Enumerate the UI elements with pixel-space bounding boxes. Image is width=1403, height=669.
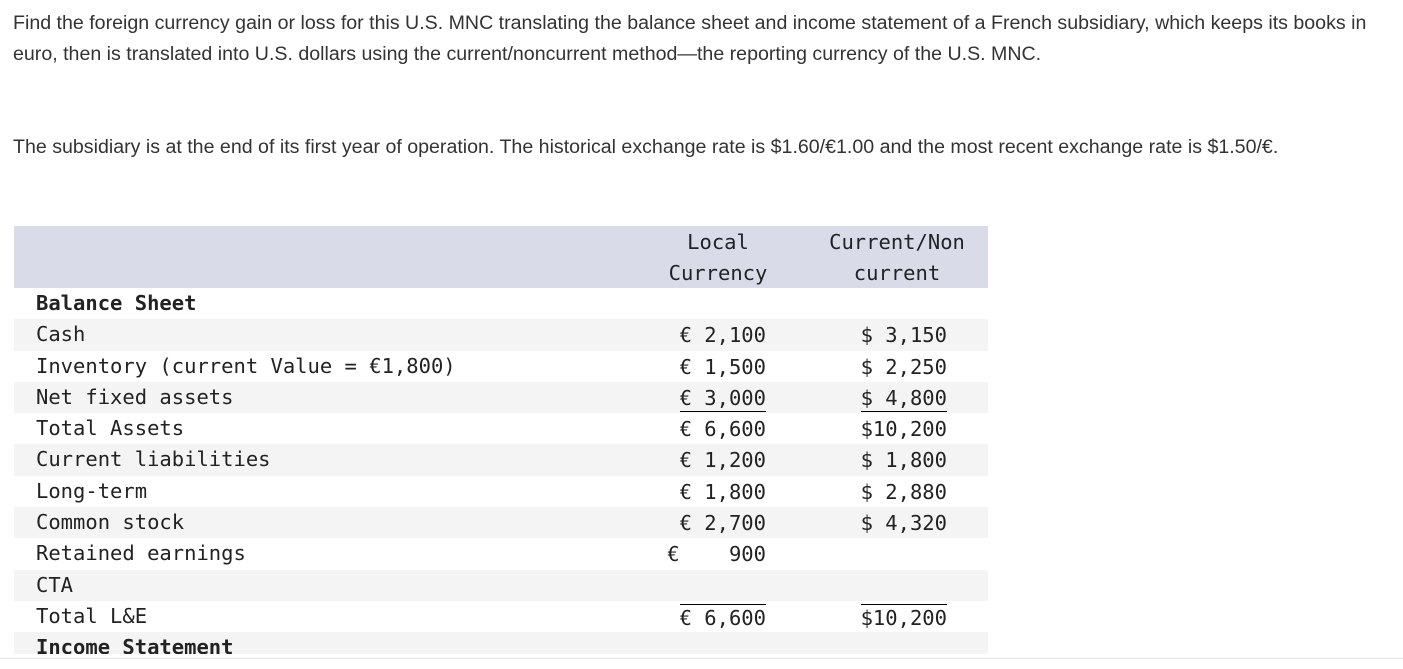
row-label: CTA — [36, 572, 74, 597]
current-amount: $ 2,250 — [860, 354, 947, 379]
row-label: Long-term — [36, 478, 148, 503]
header-cell: Current/Non current — [829, 230, 965, 285]
table-row: Inventory (current Value = €1,800) € 1,50… — [14, 351, 988, 382]
local-amount: € 3,000 — [679, 385, 766, 412]
table-row: Retained earnings € 900 — [14, 538, 988, 569]
row-label: Total L&E — [36, 603, 148, 628]
local-amount: € 1,500 — [679, 354, 766, 379]
local-amount: € 2,700 — [679, 511, 766, 536]
current-amount: $ 2,880 — [860, 479, 947, 504]
table-row: Current liabilities € 1,200 $ 1,800 — [14, 444, 988, 476]
table-row: CTA — [14, 569, 988, 601]
current-amount: $ 1,800 — [860, 448, 947, 473]
table-row: Income Statement — [14, 632, 988, 654]
row-label: Income Statement — [36, 635, 234, 654]
current-amount: $10,200 — [860, 603, 947, 630]
table-row: Total L&E € 6,600 $10,200 — [14, 601, 988, 632]
header-cell: Local Currency — [668, 230, 768, 285]
row-label: Total Assets — [36, 416, 185, 441]
question-text: Find the foreign currency gain or loss f… — [13, 12, 1367, 65]
question-text: The subsidiary is at the end of its firs… — [13, 136, 1279, 158]
table-header: Local Currency Current/Non current — [14, 226, 988, 288]
table-row: Net fixed assets € 3,000 $ 4,800 — [14, 381, 988, 414]
current-amount: $ 3,150 — [860, 323, 947, 348]
row-label: Retained earnings — [36, 541, 246, 566]
table-row: Cash € 2,100 $ 3,150 — [14, 319, 988, 351]
row-label: Cash — [36, 322, 86, 347]
row-label: Common stock — [36, 510, 185, 535]
local-amount: € 2,100 — [679, 323, 766, 348]
row-label: Inventory (current Value = €1,800) — [36, 353, 456, 378]
local-amount: € 6,600 — [679, 417, 766, 442]
local-amount: € 1,200 — [679, 448, 766, 473]
local-amount: € 1,800 — [679, 479, 766, 504]
row-label: Current liabilities — [36, 447, 271, 472]
local-amount: € 6,600 — [679, 603, 766, 630]
divider — [0, 658, 1403, 659]
local-amount: € 900 — [667, 542, 766, 567]
row-label: Net fixed assets — [36, 384, 234, 409]
table-row: Long-term € 1,800 $ 2,880 — [14, 476, 988, 507]
current-amount: $ 4,800 — [860, 385, 947, 412]
table-row: Total Assets € 6,600 $10,200 — [14, 413, 988, 444]
row-label: Balance Sheet — [36, 291, 197, 315]
current-amount: $ 4,320 — [860, 511, 947, 536]
current-amount: $10,200 — [860, 417, 947, 442]
table-row: Balance Sheet — [14, 288, 988, 319]
table: Local Currency Current/Non current Balan… — [14, 226, 988, 654]
table-row: Common stock € 2,700 $ 4,320 — [14, 507, 988, 539]
